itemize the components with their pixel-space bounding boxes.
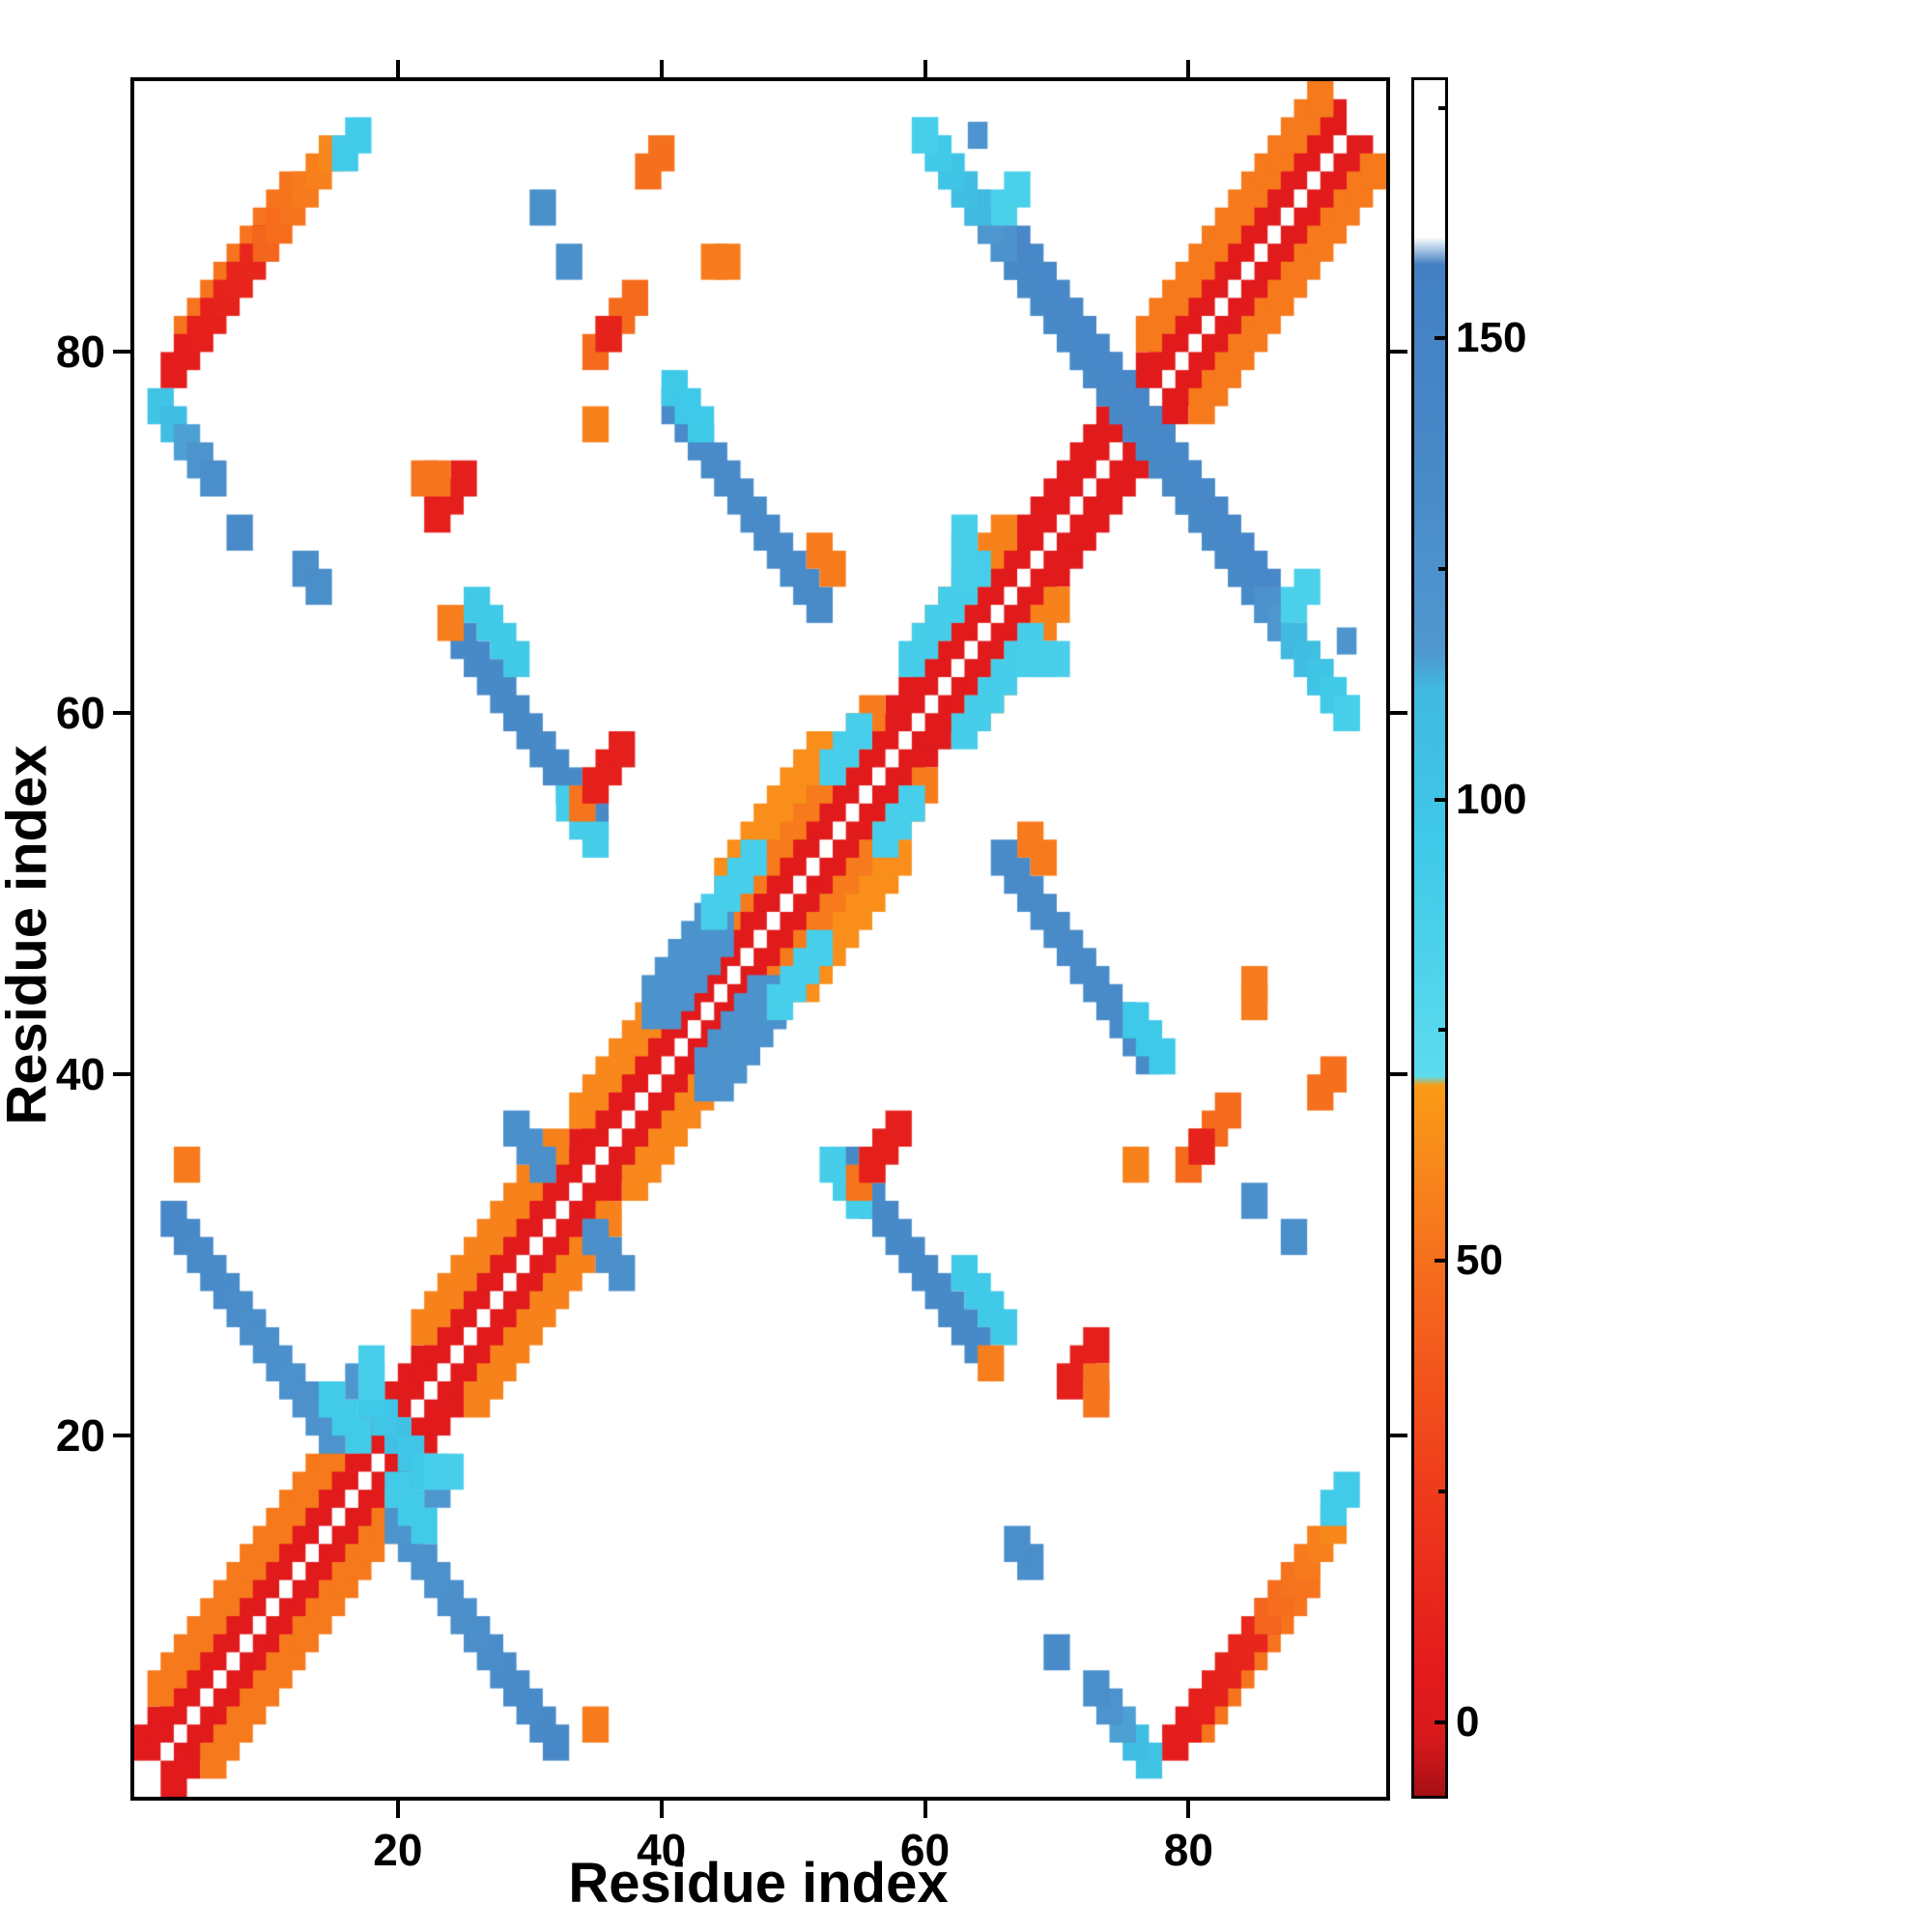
y-tick-mark-right — [1390, 350, 1407, 355]
colorbar-tick-mark — [1435, 1259, 1448, 1264]
colorbar-minor-tick-mark — [1438, 1028, 1448, 1033]
y-tick-label: 20 — [55, 1410, 105, 1462]
x-tick-mark-top — [659, 60, 664, 77]
y-axis-label: Residue index — [0, 745, 59, 1125]
x-tick-label: 80 — [1163, 1825, 1213, 1875]
colorbar — [1411, 77, 1448, 1799]
y-tick-mark — [113, 350, 130, 355]
x-tick-label: 20 — [373, 1825, 423, 1875]
x-tick-mark-top — [923, 60, 927, 77]
x-tick-mark-top — [1186, 60, 1191, 77]
contact-map-canvas — [134, 81, 1386, 1797]
colorbar-tick-mark — [1435, 797, 1448, 802]
y-tick-mark-right — [1390, 1434, 1407, 1438]
colorbar-tick-label: 100 — [1456, 775, 1527, 823]
colorbar-minor-tick-mark — [1438, 105, 1448, 110]
y-tick-mark-right — [1390, 711, 1407, 716]
colorbar-tick-label: 150 — [1456, 314, 1527, 362]
x-tick-mark — [659, 1801, 664, 1818]
x-tick-mark — [1186, 1801, 1191, 1818]
y-tick-mark — [113, 711, 130, 716]
y-tick-mark — [113, 1434, 130, 1438]
x-tick-label: 60 — [899, 1825, 951, 1875]
colorbar-tick-label: 50 — [1456, 1236, 1503, 1285]
colorbar-minor-tick-mark — [1438, 567, 1448, 572]
x-tick-mark-top — [395, 60, 400, 77]
colorbar-tick-label: 0 — [1456, 1697, 1480, 1746]
y-tick-label: 40 — [55, 1049, 105, 1100]
y-tick-mark — [113, 1072, 130, 1077]
x-tick-mark — [923, 1801, 927, 1818]
colorbar-minor-tick-mark — [1438, 1489, 1448, 1493]
x-tick-label: 40 — [637, 1825, 687, 1875]
y-tick-label: 80 — [55, 327, 105, 378]
colorbar-tick-mark — [1435, 1719, 1448, 1724]
x-axis-label: Residue index — [568, 1852, 949, 1915]
y-tick-label: 60 — [55, 688, 105, 739]
colorbar-tick-mark — [1435, 336, 1448, 341]
x-tick-mark — [395, 1801, 400, 1818]
heatmap-plot-area — [130, 77, 1390, 1801]
y-tick-mark-right — [1390, 1072, 1407, 1077]
